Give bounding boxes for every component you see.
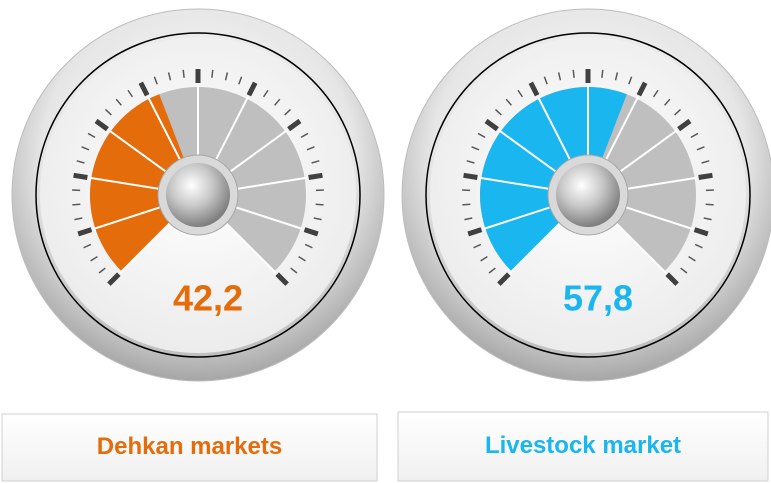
dial-tick [238, 76, 243, 85]
dial-tick [81, 146, 90, 151]
category-label: Dehkan markets [97, 433, 282, 460]
dial-tick [572, 69, 575, 78]
dial-tick [543, 76, 548, 85]
gauge: 42,2 Dehkan markets [1, 8, 385, 482]
dial-tick [497, 272, 511, 286]
value-label: 57,8 [563, 278, 633, 319]
dial-tick [664, 98, 671, 106]
dial-tick [274, 98, 281, 106]
dial-tick [665, 272, 679, 286]
dial-tick [138, 81, 150, 97]
dial-tick [628, 76, 633, 85]
gauge-ring [425, 32, 751, 358]
dial-tick [636, 81, 648, 97]
dial-tick [677, 118, 692, 132]
label-box [1, 413, 378, 482]
gauge: 57,8 Livestock market [397, 8, 771, 482]
dial-tick [298, 256, 306, 262]
gauge-ring [35, 32, 361, 358]
dial-tick [701, 160, 710, 164]
dial-tick [471, 146, 480, 151]
dial-tick [104, 108, 112, 116]
dial-tick [467, 227, 483, 237]
dial-tick [614, 72, 619, 81]
dial-tick [211, 69, 214, 78]
dial-tick [182, 69, 185, 78]
dial-tick [466, 160, 475, 164]
dial-tick [306, 146, 315, 151]
value-label: 42,2 [173, 278, 243, 319]
dial-tick [74, 217, 83, 221]
dial-tick [167, 72, 172, 81]
dial-tick [705, 203, 714, 206]
dial-tick [224, 72, 229, 81]
dial-tick [73, 172, 88, 180]
dial-tick [76, 160, 85, 164]
dial-tick [463, 172, 478, 180]
dial-tick [287, 118, 302, 132]
dial-tick [83, 243, 92, 249]
dial-tick [703, 217, 712, 221]
dial-tick [517, 89, 524, 98]
dial-tick [87, 132, 96, 138]
dial-tick [488, 267, 496, 274]
dial-tick [696, 146, 705, 151]
dial-tick [694, 243, 703, 249]
dial-tick [680, 267, 688, 274]
gauge-knob [166, 163, 230, 227]
dial-tick [484, 118, 499, 132]
dial-tick [290, 267, 298, 274]
dial-tick [652, 89, 659, 98]
dial-tick [308, 172, 323, 180]
dial-tick [690, 132, 699, 138]
dial-tick [303, 227, 319, 237]
dial-tick [311, 160, 320, 164]
dial-tick [462, 203, 471, 206]
dial-tick [505, 98, 512, 106]
dial-tick [94, 118, 109, 132]
dial-tick [528, 81, 540, 97]
dial-tick [315, 203, 324, 206]
dial-tick [601, 69, 604, 78]
dial-tick [284, 108, 292, 116]
dial-tick [262, 89, 269, 98]
dial-tick [313, 217, 322, 221]
dial-tick [698, 172, 713, 180]
dial-tick [688, 256, 696, 262]
dial-tick [304, 243, 313, 249]
dial-tick [473, 243, 482, 249]
dial-tick [557, 72, 562, 81]
dial-tick [674, 108, 682, 116]
dial-tick [464, 217, 473, 221]
dial-tick [480, 256, 488, 262]
dial-tick [77, 227, 93, 237]
gauge-knob [556, 163, 620, 227]
dial-tick [90, 256, 98, 262]
dial-tick [98, 267, 106, 274]
dial-tick [477, 132, 486, 138]
dial-tick [127, 89, 134, 98]
dial-tick [107, 272, 121, 286]
label-box [397, 411, 769, 482]
category-label: Livestock market [485, 432, 681, 459]
dial-tick [115, 98, 122, 106]
dial-tick [494, 108, 502, 116]
dial-tick [246, 81, 258, 97]
dial-tick [153, 76, 158, 85]
gauge-value [90, 94, 198, 272]
dial-tick [693, 227, 709, 237]
dial-tick [300, 132, 309, 138]
dial-tick [275, 272, 289, 286]
dial-tick [72, 203, 81, 206]
